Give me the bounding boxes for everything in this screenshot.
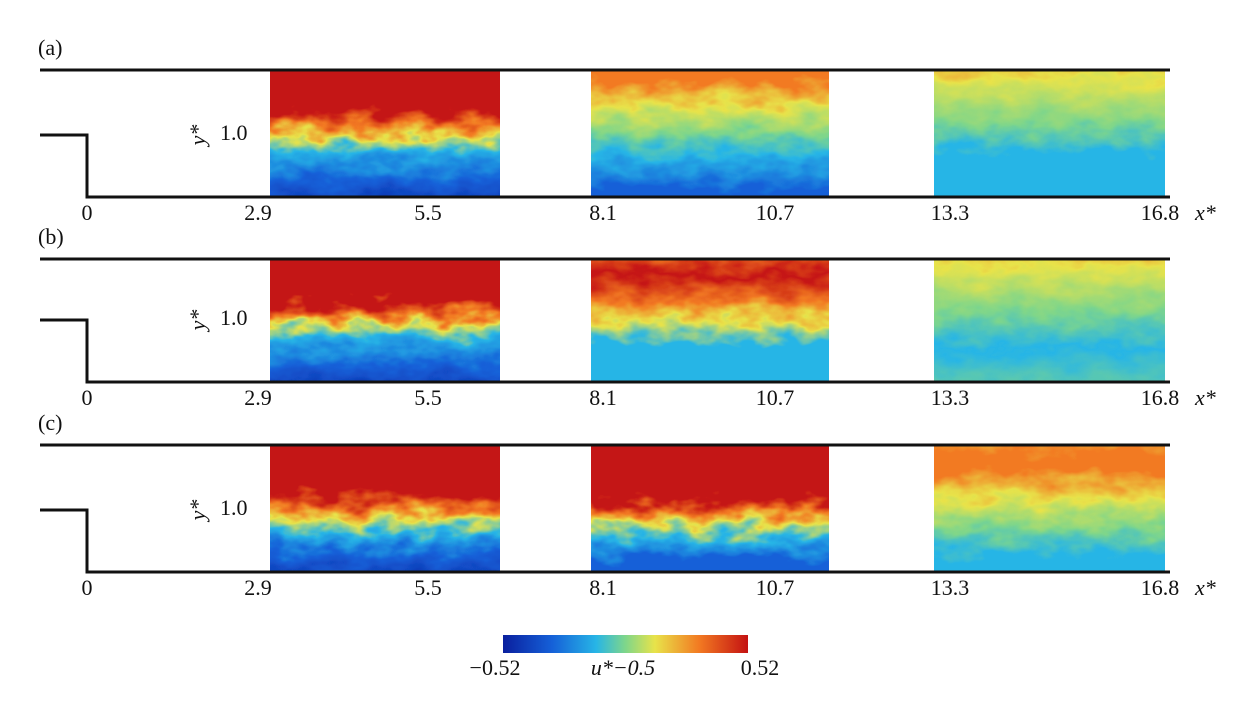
channel-step (40, 133, 1170, 199)
channel-step (40, 318, 1170, 384)
y-axis-label: y* (185, 125, 210, 148)
x-tick-label: 8.1 (589, 200, 617, 225)
x-axis-label: x* (1194, 200, 1216, 225)
y-tick-label: 1.0 (220, 495, 248, 520)
x-tick-label: 13.3 (931, 200, 970, 225)
flow-field (591, 70, 829, 197)
panels: (a) y* 1.0 0 2.9 5.5 8.1 10.7 13.3 16.8 x* (b) y* 1.0… (38, 35, 1216, 600)
x-tick-label: 16.8 (1141, 575, 1180, 600)
y-tick-label: 1.0 (220, 120, 248, 145)
panel-label: (a) (38, 35, 62, 60)
panel: (b) y* 1.0 0 2.9 5.5 8.1 10.7 13.3 16.8 x* (38, 224, 1216, 410)
x-tick-label: 16.8 (1141, 200, 1180, 225)
x-tick-label: 0 (82, 575, 93, 600)
y-axis-label: y* (185, 310, 210, 333)
x-axis-label: x* (1194, 385, 1216, 410)
flow-field (591, 445, 829, 572)
panel: (a) y* 1.0 0 2.9 5.5 8.1 10.7 13.3 16.8 x* (38, 35, 1216, 225)
x-tick-label: 10.7 (756, 575, 795, 600)
flow-field (270, 445, 500, 572)
x-tick-label: 5.5 (414, 200, 442, 225)
panel-label: (c) (38, 410, 62, 435)
x-tick-label: 2.9 (244, 200, 272, 225)
panel-label: (b) (38, 224, 64, 249)
colorbar-label: u*−0.5 (591, 655, 655, 680)
flow-field (270, 70, 500, 197)
x-tick-label: 10.7 (756, 385, 795, 410)
x-tick-label: 0 (82, 385, 93, 410)
x-tick-label: 2.9 (244, 385, 272, 410)
x-tick-label: 8.1 (589, 575, 617, 600)
colorbar-max: 0.52 (741, 655, 780, 680)
colorbar (503, 635, 748, 653)
panel: (c) y* 1.0 0 2.9 5.5 8.1 10.7 13.3 16.8 x* (38, 410, 1216, 600)
x-tick-label: 13.3 (931, 385, 970, 410)
x-tick-label: 10.7 (756, 200, 795, 225)
channel-step (40, 508, 1170, 574)
x-tick-label: 16.8 (1141, 385, 1180, 410)
flow-field (934, 445, 1165, 572)
x-tick-label: 5.5 (414, 385, 442, 410)
x-tick-label: 2.9 (244, 575, 272, 600)
y-tick-label: 1.0 (220, 305, 248, 330)
flow-field (270, 259, 500, 382)
x-axis-label: x* (1194, 575, 1216, 600)
flow-field (591, 259, 829, 382)
x-tick-label: 5.5 (414, 575, 442, 600)
flow-field (934, 70, 1165, 197)
colorbar-min: −0.52 (470, 655, 521, 680)
x-tick-label: 0 (82, 200, 93, 225)
x-tick-label: 8.1 (589, 385, 617, 410)
x-tick-label: 13.3 (931, 575, 970, 600)
y-axis-label: y* (185, 500, 210, 523)
flow-field (934, 259, 1165, 382)
